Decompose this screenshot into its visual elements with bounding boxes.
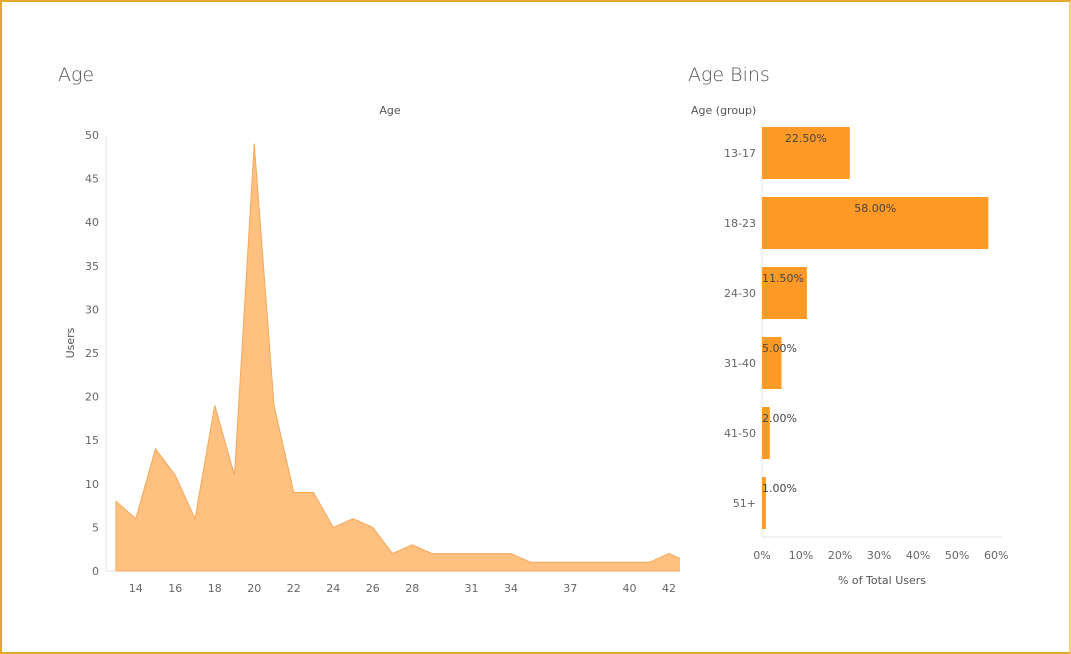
bar-data-label: 5.00% [762,342,797,355]
y-tick-label: 10 [85,478,99,491]
y-tick-label: 45 [85,173,99,186]
age-chart-title: Age [379,104,401,117]
age-group-label: 31-40 [724,357,756,370]
x-tick-label: 22 [287,582,301,595]
age-group-label: 13-17 [724,147,756,160]
x-tick-label: 37 [563,582,577,595]
age-area-chart: Age Users 0 5 10 15 20 25 30 35 40 45 50 14 16 18 20 2… [64,104,680,595]
y-tick-label: 30 [85,303,99,316]
age-bin-bar [762,127,850,179]
age-group-label: 51+ [733,497,756,510]
y-tick-label: 25 [85,347,99,360]
x-tick-label: 24 [326,582,340,595]
x-tick-label: 26 [366,582,380,595]
bar-data-label: 58.00% [854,202,896,215]
age-bin-bar [762,477,766,529]
x-tick-label: 16 [168,582,182,595]
bar-data-label: 22.50% [785,132,827,145]
y-axis-title: Users [64,327,77,358]
y-tick-label: 35 [85,260,99,273]
bins-x-tick-label: 40% [906,549,930,562]
bar-data-label: 2.00% [762,412,797,425]
x-tick-label: 14 [129,582,143,595]
bar-data-label: 1.00% [762,482,797,495]
bar-data-label: 11.50% [762,272,804,285]
age-group-label: 18-23 [724,217,756,230]
y-tick-label: 40 [85,216,99,229]
y-tick-label: 20 [85,391,99,404]
age-area-series [115,143,680,572]
x-tick-label: 34 [504,582,518,595]
age-bin-bar [762,197,989,249]
x-tick-label: 28 [405,582,419,595]
x-tick-label: 18 [208,582,222,595]
y-tick-label: 0 [92,565,99,578]
age-bin-bar [762,267,807,319]
age-bins-panel-title: Age Bins [688,64,770,86]
x-tick-label: 40 [623,582,637,595]
age-group-label: 24-30 [724,287,756,300]
age-panel-title: Age [58,64,95,86]
age-bins-bar-chart: Age (group) % of Total Users 13-17 22.50%… [691,104,1008,587]
bins-x-tick-label: 50% [945,549,969,562]
age-group-label: 41-50 [724,427,756,440]
bins-x-tick-label: 30% [867,549,891,562]
age-bin-bar [762,337,782,389]
y-tick-label: 15 [85,434,99,447]
age-group-header: Age (group) [691,104,756,117]
y-tick-label: 50 [85,129,99,142]
bins-x-axis-title: % of Total Users [838,574,926,587]
bins-x-tick-label: 0% [753,549,770,562]
age-bin-bar [762,407,770,459]
bins-x-tick-label: 20% [828,549,852,562]
x-tick-label: 31 [465,582,479,595]
bins-x-tick-label: 60% [984,549,1008,562]
x-tick-label: 20 [247,582,261,595]
y-tick-label: 5 [92,521,99,534]
x-tick-label: 42 [662,582,676,595]
bins-x-tick-label: 10% [789,549,813,562]
